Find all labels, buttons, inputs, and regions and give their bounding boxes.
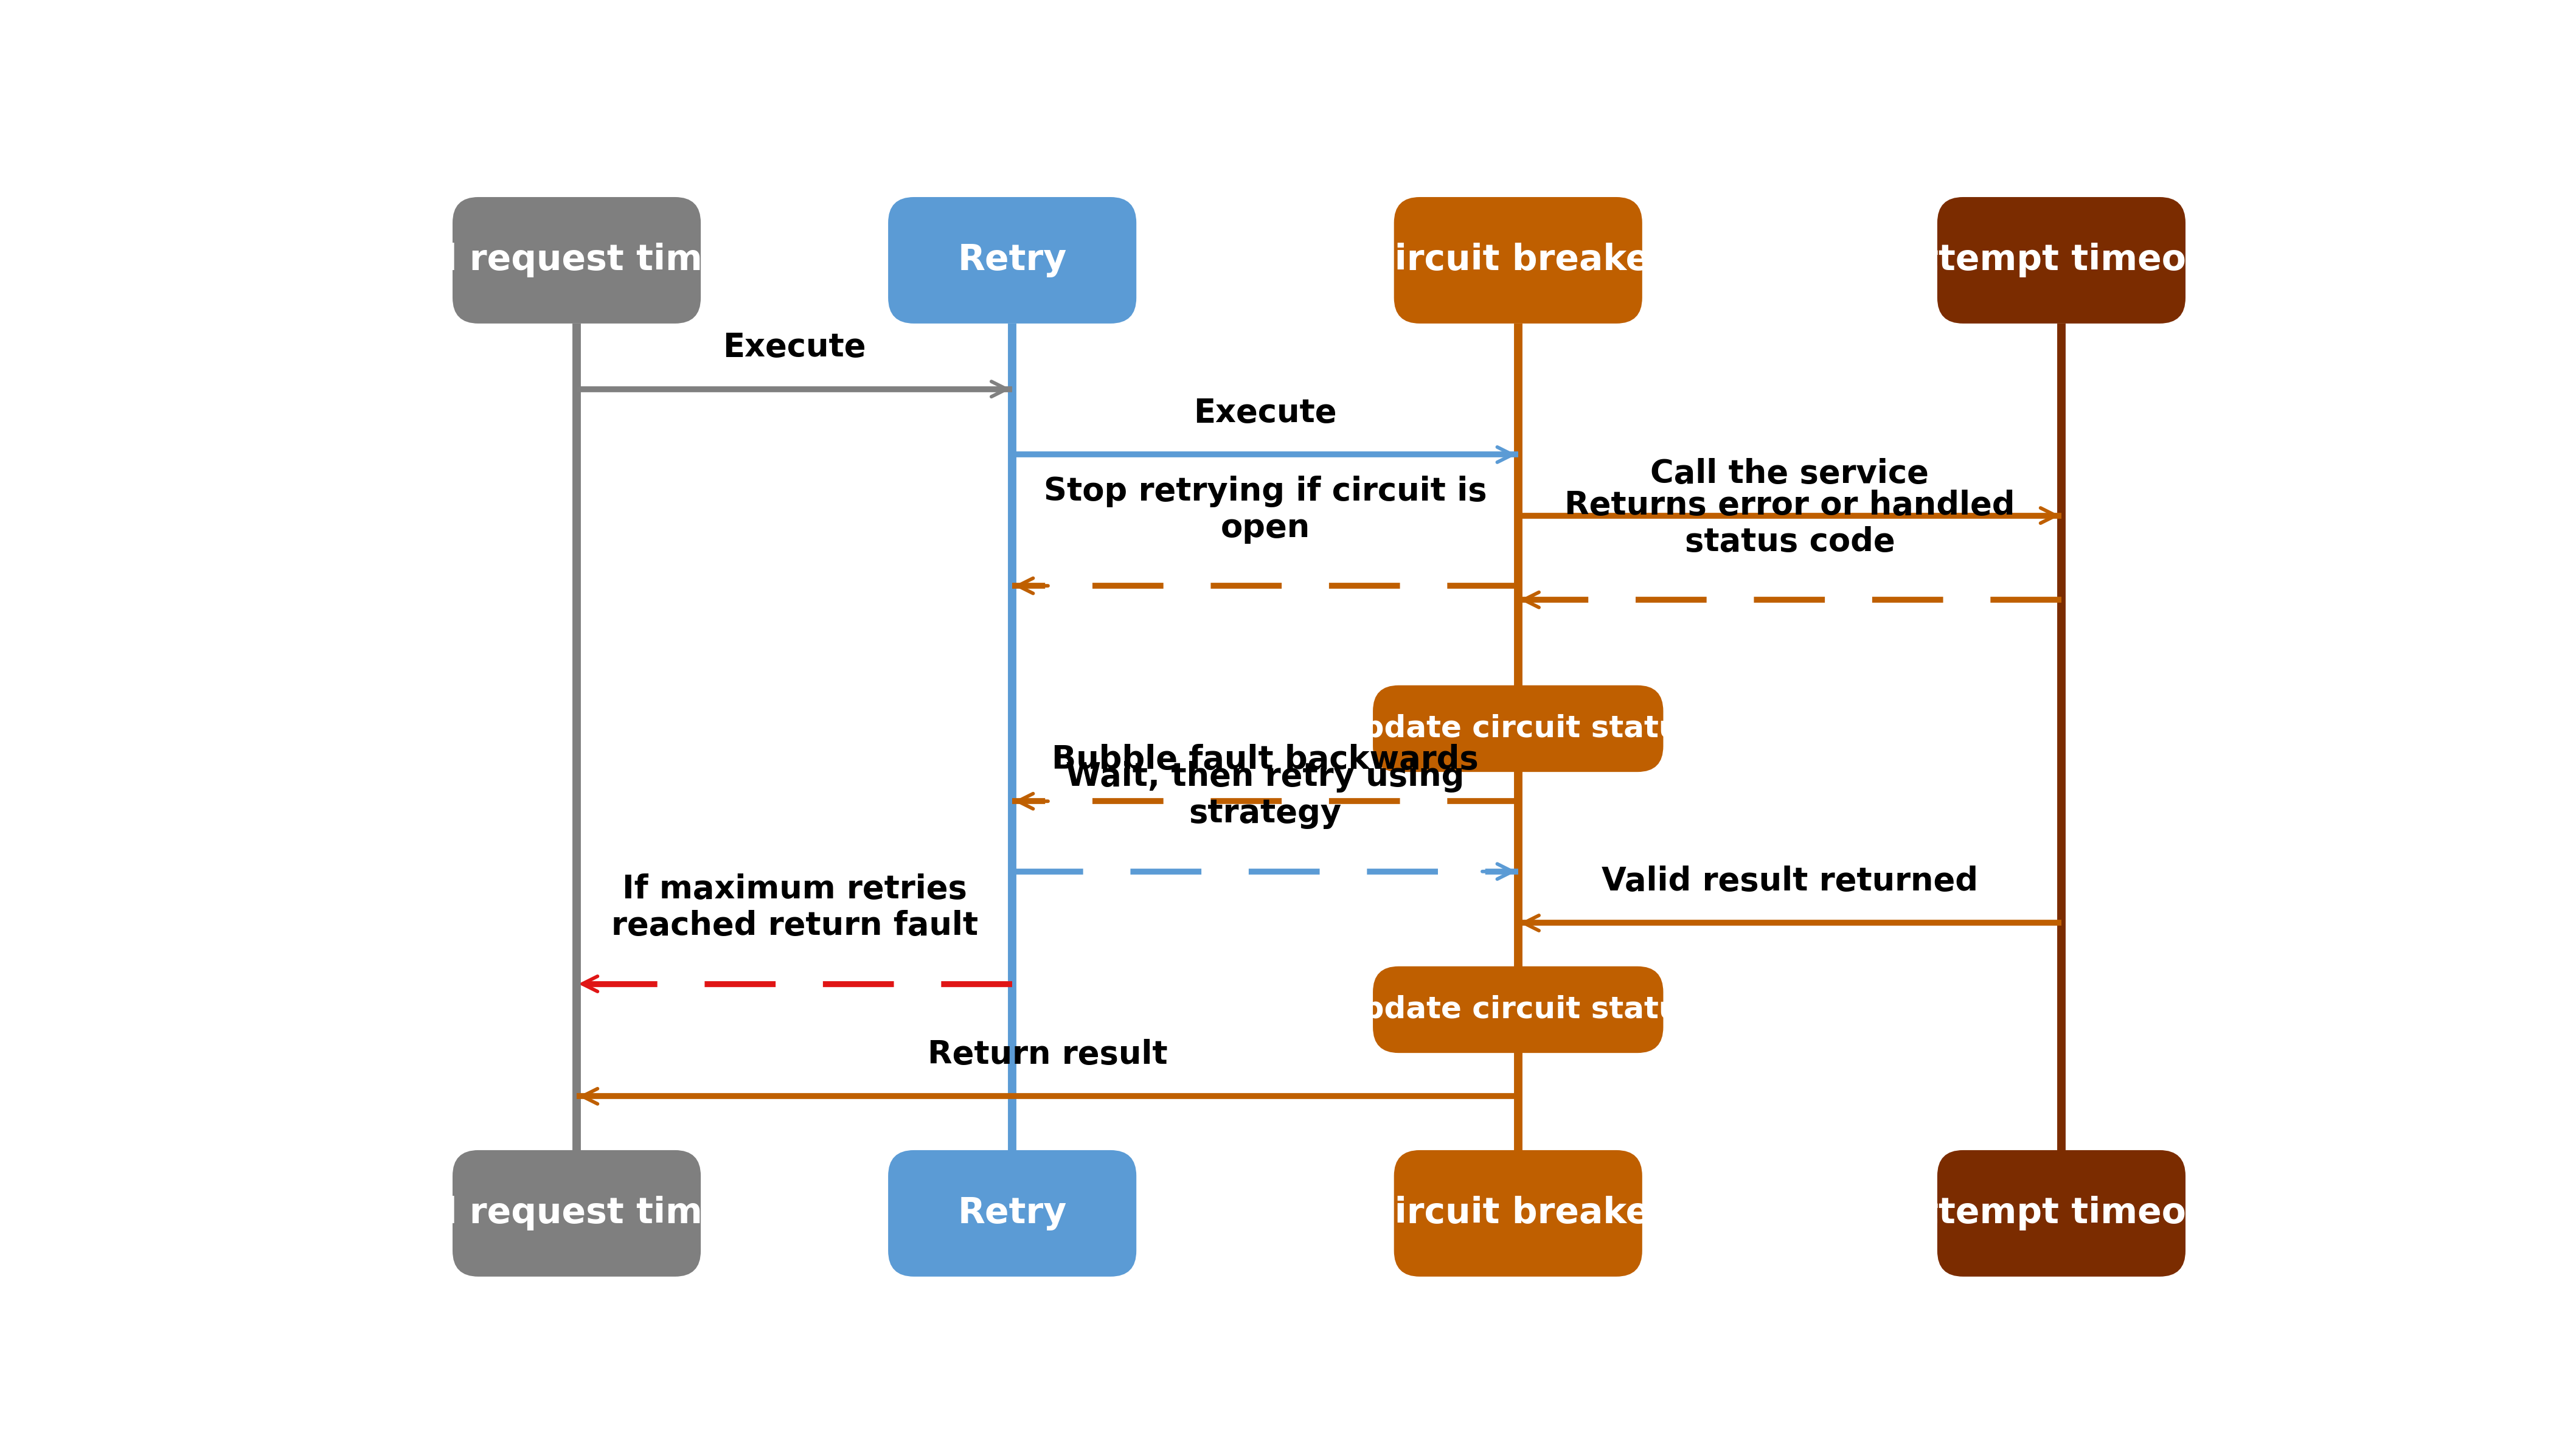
FancyBboxPatch shape xyxy=(889,197,1136,324)
Text: Update circuit status: Update circuit status xyxy=(1337,713,1698,744)
Text: Bubble fault backwards: Bubble fault backwards xyxy=(1051,744,1479,776)
Text: Retry: Retry xyxy=(958,1197,1066,1231)
Text: Valid result returned: Valid result returned xyxy=(1602,865,1978,897)
FancyBboxPatch shape xyxy=(1373,686,1664,771)
FancyBboxPatch shape xyxy=(453,1150,701,1276)
Text: Attempt timeout: Attempt timeout xyxy=(1893,1197,2228,1231)
Text: Stop retrying if circuit is
open: Stop retrying if circuit is open xyxy=(1043,476,1486,544)
Text: Returns error or handled
status code: Returns error or handled status code xyxy=(1564,489,2014,557)
FancyBboxPatch shape xyxy=(1373,967,1664,1053)
Text: Return result: Return result xyxy=(927,1039,1167,1071)
Text: Execute: Execute xyxy=(724,331,866,363)
Text: Circuit breaker: Circuit breaker xyxy=(1368,243,1667,278)
Text: Update circuit status: Update circuit status xyxy=(1337,996,1698,1024)
Text: Total request timeout: Total request timeout xyxy=(361,1197,793,1231)
Text: Retry: Retry xyxy=(958,243,1066,278)
FancyBboxPatch shape xyxy=(1937,197,2184,324)
Text: If maximum retries
reached return fault: If maximum retries reached return fault xyxy=(611,874,979,942)
Text: Call the service: Call the service xyxy=(1651,459,1929,489)
FancyBboxPatch shape xyxy=(1394,197,1643,324)
FancyBboxPatch shape xyxy=(1937,1150,2184,1276)
Text: Execute: Execute xyxy=(1193,398,1337,428)
Text: Attempt timeout: Attempt timeout xyxy=(1893,243,2228,278)
Text: Circuit breaker: Circuit breaker xyxy=(1368,1197,1667,1231)
FancyBboxPatch shape xyxy=(889,1150,1136,1276)
Text: Total request timeout: Total request timeout xyxy=(361,243,793,278)
FancyBboxPatch shape xyxy=(453,197,701,324)
Text: Wait, then retry using
strategy: Wait, then retry using strategy xyxy=(1066,761,1466,829)
FancyBboxPatch shape xyxy=(1394,1150,1643,1276)
